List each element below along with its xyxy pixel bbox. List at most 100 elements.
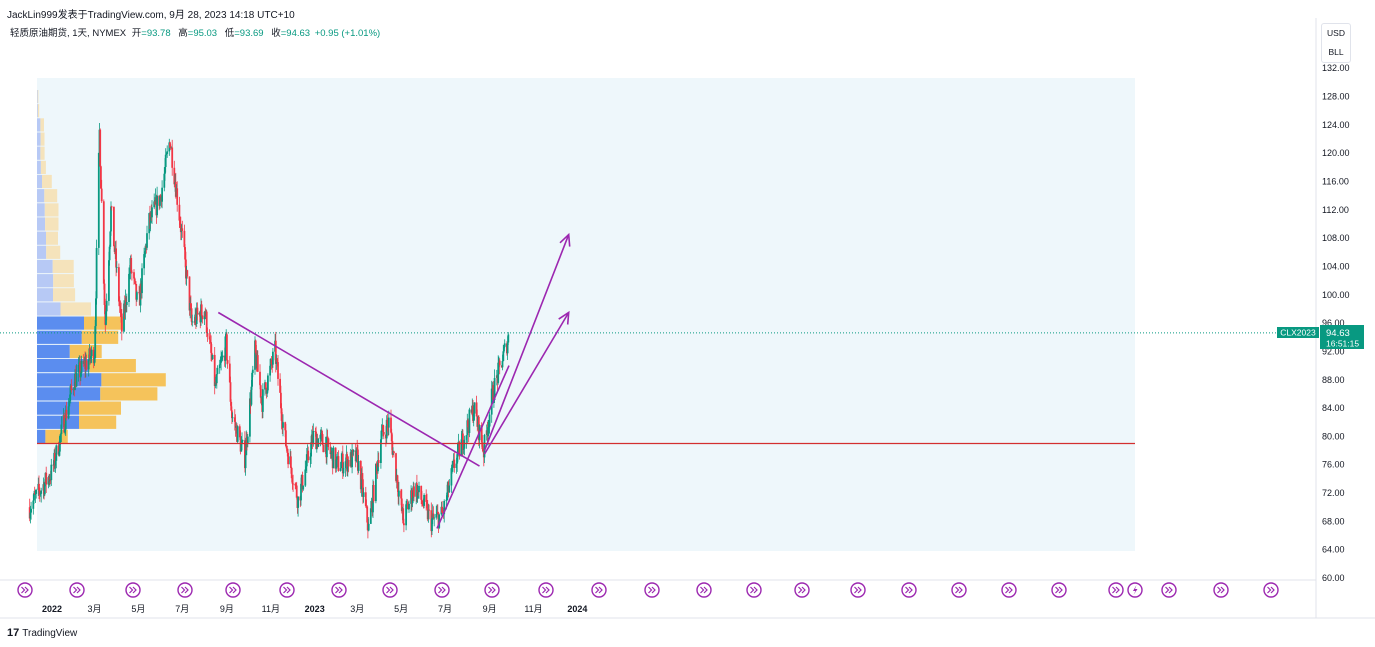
candle-body: [443, 501, 446, 515]
candle-body: [249, 398, 251, 437]
candle-body: [146, 233, 148, 248]
volume-profile-down-bar: [84, 316, 124, 330]
candle-body: [421, 499, 423, 503]
news-event-icon[interactable]: [279, 582, 295, 598]
candle-body: [231, 417, 234, 419]
news-event-icon[interactable]: [1001, 582, 1017, 598]
candle-body: [139, 283, 142, 306]
news-event-icon[interactable]: [1213, 582, 1229, 598]
news-event-icon[interactable]: [1108, 582, 1124, 598]
price-tick-label: 104.00: [1322, 262, 1350, 272]
volume-profile-up-bar: [37, 189, 45, 203]
candle-body: [408, 503, 410, 510]
time-tick-label: 2024: [567, 604, 587, 614]
candle-body: [290, 467, 293, 479]
candle-body: [163, 173, 166, 188]
currency-unit-selector[interactable]: USD BLL: [1321, 23, 1351, 63]
candle-body: [490, 388, 493, 415]
candle-body: [244, 455, 247, 469]
candle-body: [302, 485, 305, 490]
news-event-icon[interactable]: [177, 582, 193, 598]
news-event-icon[interactable]: [225, 582, 241, 598]
double-chevron-icon: [905, 586, 913, 594]
candle-body: [64, 409, 67, 430]
news-event-icon[interactable]: [696, 582, 712, 598]
news-event-icon[interactable]: [850, 582, 866, 598]
candle-body: [506, 342, 509, 354]
news-event-icon[interactable]: [484, 582, 500, 598]
trendline[interactable]: [217, 311, 480, 467]
candle-body: [108, 246, 111, 261]
news-event-icon[interactable]: [644, 582, 660, 598]
candle-body: [326, 436, 329, 439]
dividend-event-icon[interactable]: [1127, 582, 1143, 598]
candle-body: [297, 496, 299, 508]
candle-body: [488, 414, 491, 427]
volume-profile-up-bar: [37, 231, 46, 245]
candle-body: [362, 479, 364, 497]
candle-body: [472, 405, 474, 421]
candle-body: [377, 460, 380, 463]
candle-body: [213, 354, 216, 386]
candle-body: [124, 298, 127, 313]
candle-body: [133, 278, 136, 282]
news-event-icon[interactable]: [1263, 582, 1279, 598]
news-event-icon[interactable]: [901, 582, 917, 598]
candle-body: [285, 446, 288, 449]
event-markers[interactable]: [17, 582, 1279, 598]
candle-body: [120, 310, 122, 314]
news-event-icon[interactable]: [17, 582, 33, 598]
volume-profile-down-bar: [40, 160, 46, 174]
news-event-icon[interactable]: [1051, 582, 1067, 598]
candle-body: [95, 298, 97, 327]
news-event-icon[interactable]: [331, 582, 347, 598]
double-chevron-icon: [955, 586, 963, 594]
projection-arrow[interactable]: [483, 312, 570, 455]
news-event-icon[interactable]: [591, 582, 607, 598]
candle-body: [210, 342, 212, 353]
candle-body: [347, 460, 350, 467]
candle-body: [238, 426, 241, 438]
candle-body: [164, 167, 166, 174]
candle-body: [191, 321, 194, 323]
candle-body: [164, 154, 167, 167]
news-event-icon[interactable]: [125, 582, 141, 598]
candle-body: [33, 493, 35, 501]
candle-body: [488, 426, 490, 428]
price-tick-label: 128.00: [1322, 92, 1350, 102]
trendline[interactable]: [436, 365, 510, 529]
candle-body: [453, 459, 456, 468]
candle-body: [214, 381, 217, 386]
news-event-icon[interactable]: [538, 582, 554, 598]
currency-code[interactable]: USD: [1327, 28, 1345, 38]
news-event-icon[interactable]: [746, 582, 762, 598]
candle-body: [185, 259, 187, 279]
double-chevron-icon: [1112, 586, 1120, 594]
price-tick-label: 112.00: [1322, 205, 1349, 215]
candle-body: [362, 492, 365, 497]
candle-body: [229, 382, 232, 402]
candle-body: [79, 373, 82, 378]
news-event-icon[interactable]: [794, 582, 810, 598]
projection-arrow[interactable]: [483, 234, 570, 451]
candle-body: [54, 452, 56, 466]
news-event-icon[interactable]: [1161, 582, 1177, 598]
news-event-icon[interactable]: [434, 582, 450, 598]
price-tick-label: 100.00: [1322, 290, 1350, 300]
candle-body: [125, 302, 128, 305]
candle-body: [215, 374, 218, 384]
unit-code[interactable]: BLL: [1328, 47, 1344, 57]
news-event-icon[interactable]: [951, 582, 967, 598]
candle-body: [482, 449, 484, 452]
tradingview-logo[interactable]: 17 TradingView: [7, 627, 77, 639]
trendlines[interactable]: [217, 232, 571, 529]
candle-body: [236, 426, 239, 442]
candle-body: [256, 355, 259, 372]
time-tick-label: 2022: [42, 604, 62, 614]
news-event-icon[interactable]: [69, 582, 85, 598]
candle-body: [468, 409, 471, 433]
candle-body: [128, 274, 130, 302]
news-event-icon[interactable]: [382, 582, 398, 598]
candle-body: [99, 129, 102, 167]
